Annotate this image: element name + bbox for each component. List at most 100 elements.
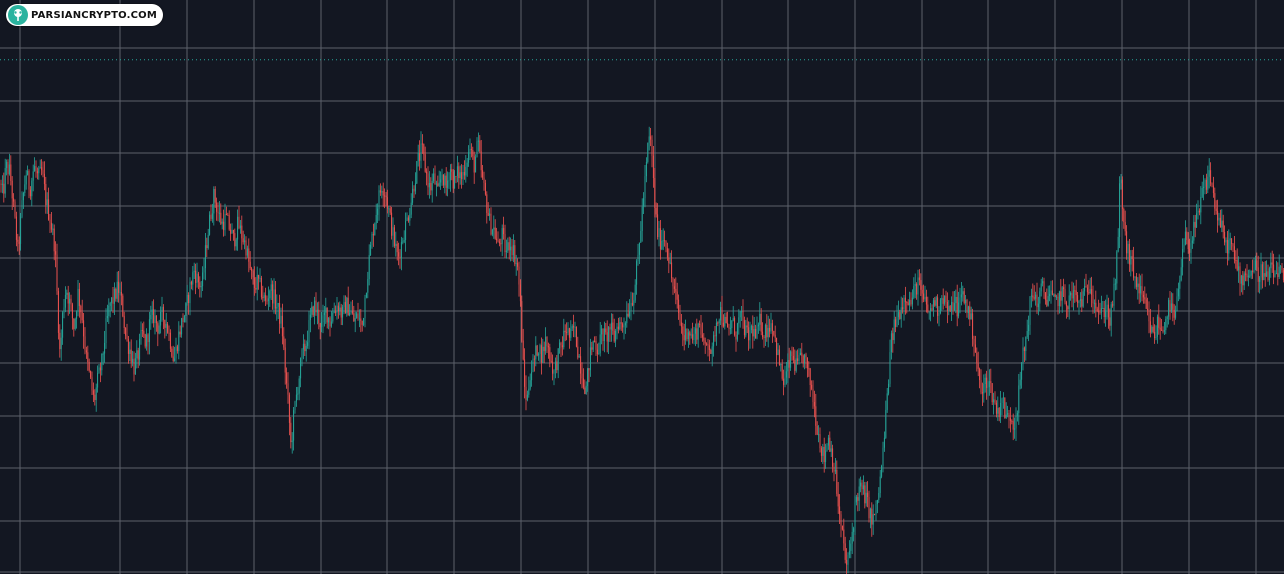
candle-up xyxy=(643,198,645,207)
candle-up xyxy=(381,191,383,193)
candle-up xyxy=(269,291,271,299)
candle-down xyxy=(230,229,232,234)
candle-down xyxy=(595,341,597,350)
candle-up xyxy=(818,434,820,436)
candle-down xyxy=(67,292,69,304)
candle-down xyxy=(725,316,727,323)
candle-down xyxy=(15,216,17,240)
candle-down xyxy=(144,334,146,347)
candle-down xyxy=(540,345,542,363)
candle-down xyxy=(391,212,393,236)
candle-down xyxy=(503,228,505,235)
candle-up xyxy=(1268,268,1270,280)
candle-up xyxy=(1053,294,1055,296)
candle-down xyxy=(837,493,839,507)
candle-up xyxy=(178,331,180,352)
watermark-text: PARSIANCRYPTO.COM xyxy=(31,9,158,21)
candle-up xyxy=(1039,291,1041,304)
candle-down xyxy=(1051,290,1053,295)
candle-down xyxy=(1144,297,1146,300)
candle-up xyxy=(1072,290,1074,299)
candle-up xyxy=(1196,213,1198,228)
candle-down xyxy=(1261,264,1263,280)
candle-up xyxy=(311,306,313,315)
candle-down xyxy=(517,263,519,267)
candle-down xyxy=(675,288,677,292)
candle-down xyxy=(279,303,281,324)
candle-up xyxy=(1253,269,1255,273)
candle-up xyxy=(280,315,282,324)
candle-down xyxy=(1121,179,1123,209)
candle-down xyxy=(584,387,586,394)
candle-up xyxy=(865,492,867,504)
candle-down xyxy=(801,352,803,356)
candle-up xyxy=(119,292,121,293)
candle-down xyxy=(543,346,545,352)
candle-down xyxy=(1219,217,1221,228)
candle-up xyxy=(900,307,902,319)
candle-down xyxy=(1282,270,1284,280)
candle-down xyxy=(682,326,684,336)
candle-down xyxy=(564,330,566,333)
candle-up xyxy=(574,326,576,328)
candle-up xyxy=(371,233,373,245)
candle-down xyxy=(665,240,667,249)
candle-down xyxy=(286,372,288,384)
candle-down xyxy=(1217,210,1219,221)
candle-up xyxy=(116,281,118,299)
candle-up xyxy=(1082,291,1084,307)
candle-down xyxy=(3,183,5,194)
candle-up xyxy=(790,351,792,368)
candle-up xyxy=(108,305,110,316)
candle-down xyxy=(1135,276,1137,287)
candle-down xyxy=(773,330,775,335)
candle-down xyxy=(227,214,229,216)
candle-up xyxy=(209,214,211,235)
candle-up xyxy=(466,162,468,167)
candle-up xyxy=(563,330,565,348)
candle-up xyxy=(66,292,68,295)
candle-up xyxy=(720,307,722,321)
candle-up xyxy=(528,388,530,395)
candle-up xyxy=(343,301,345,307)
candle-down xyxy=(673,286,675,289)
candle-down xyxy=(172,356,174,361)
candle-up xyxy=(753,329,755,337)
candle-down xyxy=(245,240,247,256)
candle-up xyxy=(1274,273,1276,278)
candle-down xyxy=(990,381,992,384)
candle-down xyxy=(498,241,500,244)
candle-up xyxy=(1047,296,1049,306)
candle-down xyxy=(122,295,124,317)
candle-down xyxy=(288,394,290,423)
candle-down xyxy=(746,325,748,328)
candle-up xyxy=(160,311,162,326)
candle-up xyxy=(204,245,206,269)
candle-down xyxy=(974,344,976,353)
candle-down xyxy=(452,171,454,189)
candle-down xyxy=(809,368,811,385)
candle-down xyxy=(657,214,659,237)
candle-up xyxy=(967,306,969,313)
candle-down xyxy=(78,288,80,306)
candle-down xyxy=(41,167,43,171)
candle-down xyxy=(1131,256,1133,259)
candle-down xyxy=(71,304,73,319)
candle-down xyxy=(650,136,652,140)
candle-up xyxy=(1201,188,1203,197)
candle-up xyxy=(330,321,332,327)
candle-up xyxy=(491,229,493,235)
candle-down xyxy=(907,302,909,306)
candle-down xyxy=(73,318,75,329)
candle-up xyxy=(409,214,411,221)
candle-up xyxy=(780,363,782,366)
candle-down xyxy=(56,254,58,292)
candle-up xyxy=(20,216,22,244)
candle-down xyxy=(1054,294,1056,298)
candle-up xyxy=(640,231,642,243)
candle-up xyxy=(1243,273,1245,286)
candle-down xyxy=(631,302,633,306)
candle-up xyxy=(139,338,141,360)
